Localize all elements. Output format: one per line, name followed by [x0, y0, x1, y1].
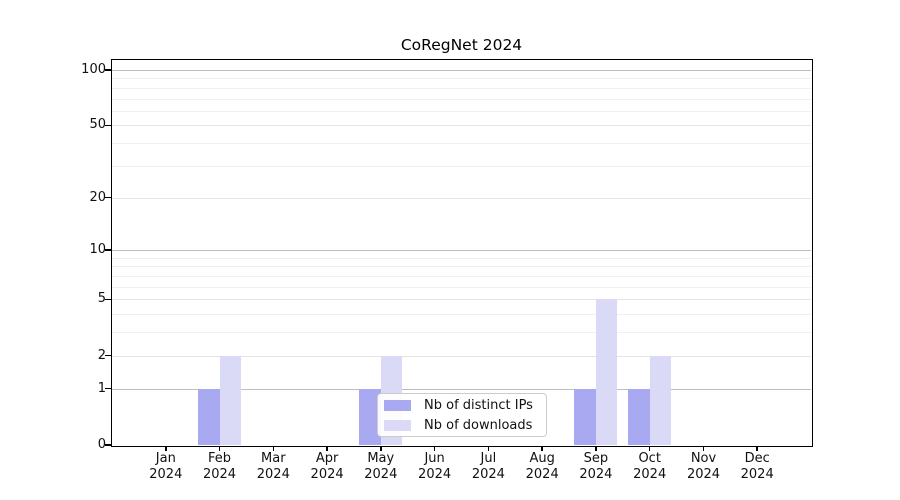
y-tick-mark-0 [105, 444, 111, 446]
x-tick-mark-apr [326, 446, 328, 451]
x-tick-mark-dec [756, 446, 758, 451]
y-tick-mark-10 [105, 249, 111, 251]
x-tick-mark-mar [272, 446, 275, 451]
legend-label-distinct-ips: Nb of distinct IPs [424, 397, 533, 413]
plot-area [112, 60, 811, 445]
x-tick-label-mar: Mar 2024 [256, 451, 290, 482]
gridline-minor-40 [112, 143, 811, 145]
x-tick-label-jan: Jan 2024 [149, 451, 183, 482]
x-tick-label-dec: Dec 2024 [740, 451, 774, 482]
gridline-minor-8 [112, 266, 811, 268]
x-tick-label-oct: Oct 2024 [633, 451, 667, 482]
y-tick-mark-50 [105, 124, 111, 127]
y-tick-mark-100 [105, 69, 111, 71]
y-tick-mark-20 [105, 196, 111, 199]
x-tick-mark-jun [433, 446, 436, 451]
x-tick-mark-jul [487, 446, 490, 451]
bar-oct-distinct-ips [628, 388, 650, 445]
x-tick-mark-sep [595, 446, 597, 451]
gridline-minor-3 [112, 332, 811, 334]
y-tick-label-10: 10 [89, 242, 106, 258]
gridline-minor-90 [112, 78, 811, 80]
x-tick-mark-aug [541, 446, 543, 451]
gridline-minor-70 [112, 98, 811, 100]
y-tick-label-0: 0 [97, 437, 106, 452]
gridline-5 [112, 299, 811, 301]
y-tick-label-100: 100 [81, 61, 106, 77]
legend-item-downloads: Nb of downloads [378, 415, 546, 435]
y-tick-label-1: 1 [97, 380, 106, 396]
bar-sep-distinct-ips [574, 388, 596, 445]
y-tick-label-50: 50 [89, 117, 106, 133]
x-tick-label-jul: Jul 2024 [471, 451, 505, 482]
bar-oct-downloads [649, 355, 672, 445]
y-tick-label-2: 2 [97, 347, 106, 363]
gridline-minor-7 [112, 276, 811, 277]
x-tick-mark-may [380, 446, 382, 451]
gridline-1 [112, 388, 811, 390]
gridline-minor-4 [112, 314, 811, 316]
x-tick-label-nov: Nov 2024 [686, 451, 721, 482]
gridline-20 [112, 197, 811, 199]
gridline-minor-30 [112, 165, 811, 167]
x-tick-label-aug: Aug 2024 [525, 451, 559, 482]
y-tick-label-5: 5 [97, 291, 106, 307]
bar-may-distinct-ips [359, 388, 381, 445]
gridline-minor-9 [112, 257, 811, 259]
x-tick-mark-feb [218, 446, 221, 451]
gridline-minor-6 [112, 286, 811, 288]
y-tick-mark-1 [105, 387, 111, 390]
legend: Nb of distinct IPs Nb of downloads [377, 393, 547, 437]
legend-swatch-downloads [384, 419, 411, 431]
x-tick-label-may: May 2024 [364, 451, 398, 482]
x-tick-mark-oct [648, 446, 651, 451]
gridline-10 [112, 250, 811, 252]
x-tick-label-sep: Sep 2024 [579, 451, 613, 482]
gridline-minor-60 [112, 110, 811, 112]
bar-feb-downloads [219, 355, 241, 445]
y-tick-label-20: 20 [89, 189, 106, 205]
y-tick-mark-2 [105, 354, 111, 357]
x-tick-label-apr: Apr 2024 [310, 451, 344, 482]
x-tick-label-feb: Feb 2024 [202, 451, 237, 482]
gridline-50 [112, 125, 811, 127]
legend-item-distinct-ips: Nb of distinct IPs [378, 395, 546, 415]
x-tick-mark-jan [165, 446, 167, 451]
bar-feb-distinct-ips [198, 388, 220, 445]
legend-swatch-distinct-ips [384, 399, 411, 411]
bar-sep-downloads [595, 299, 618, 445]
gridline-minor-80 [112, 87, 811, 89]
legend-label-downloads: Nb of downloads [424, 417, 533, 433]
x-tick-mark-nov [702, 446, 705, 451]
x-tick-label-jun: Jun 2024 [418, 451, 452, 482]
gridline-2 [112, 355, 811, 357]
y-tick-mark-5 [105, 298, 111, 301]
chart-title: CoRegNet 2024 [400, 36, 523, 54]
gridline-100 [112, 69, 811, 71]
